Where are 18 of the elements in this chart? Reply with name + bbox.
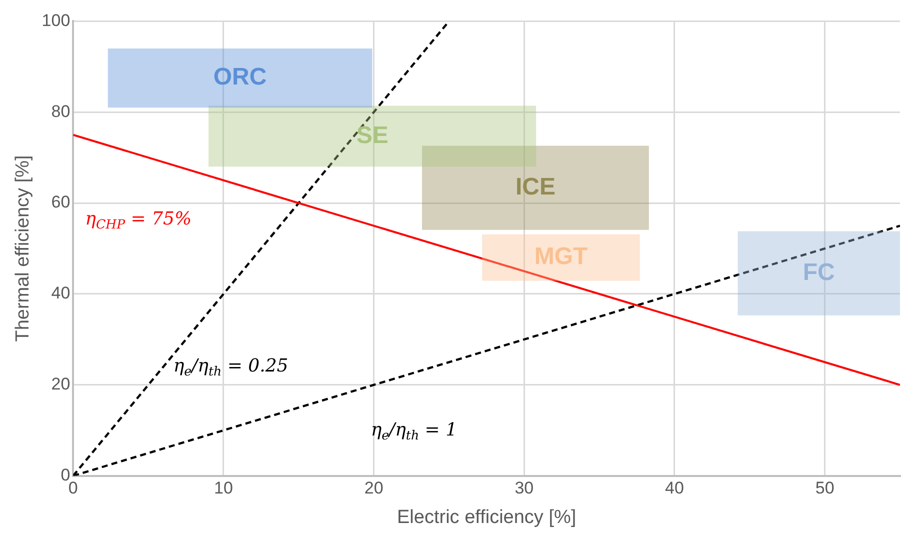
y-tick-label: 40 xyxy=(51,284,70,303)
y-tick-label: 60 xyxy=(51,192,70,212)
x-tick-label: 40 xyxy=(665,478,684,498)
x-axis-title: Electric efficiency [%] xyxy=(397,506,576,528)
y-tick-label: 0 xyxy=(60,465,70,484)
legend-label: MGT xyxy=(534,243,588,270)
x-tick-label: 50 xyxy=(815,478,834,498)
legend-label: ORC xyxy=(213,64,267,91)
legend-label: ICE xyxy=(515,173,556,200)
legend-label: SE xyxy=(356,122,388,149)
y-tick-label: 100 xyxy=(42,10,70,30)
y-tick-label: 80 xyxy=(51,102,70,121)
x-tick-label: 30 xyxy=(514,478,534,498)
y-tick-label: 20 xyxy=(51,374,70,394)
x-tick-label: 20 xyxy=(364,478,384,498)
y-axis-title: Thermal efficiency [%] xyxy=(12,155,34,342)
legend-label: FC xyxy=(802,258,835,286)
x-tick-label: 10 xyxy=(214,478,233,498)
